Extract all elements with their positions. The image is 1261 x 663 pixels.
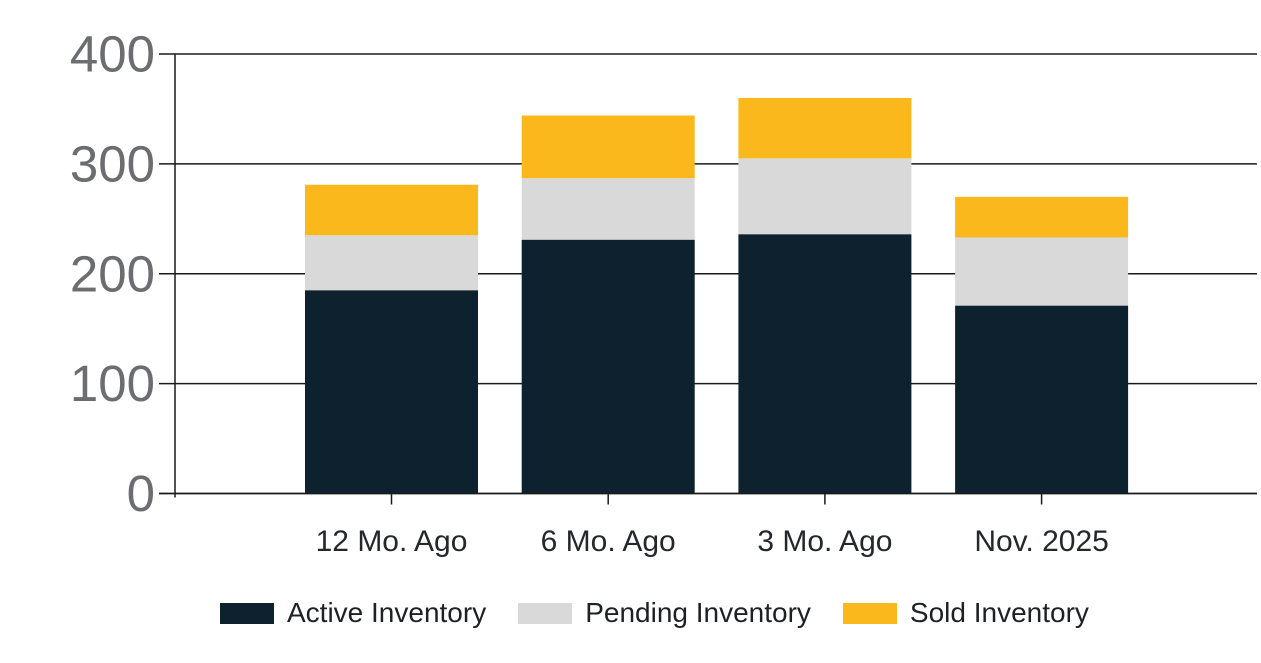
legend-label: Sold Inventory	[909, 597, 1089, 628]
bar-segment-active-inventory-3	[955, 305, 1129, 494]
active-inventory-swatch-icon	[220, 602, 274, 624]
chart-legend: Active Inventory Pending Inventory Sold …	[220, 597, 1089, 629]
bar-segment-pending-inventory-2	[738, 158, 912, 235]
bar-segment-active-inventory-0	[305, 290, 478, 494]
bar-segment-sold-inventory-3	[955, 196, 1129, 238]
legend-item-sold-inventory: Sold Inventory	[842, 597, 1089, 629]
ytick-label-100: 100	[70, 355, 155, 412]
sold-inventory-swatch-icon	[842, 602, 897, 624]
bar-segment-pending-inventory-0	[305, 235, 478, 291]
bar-segment-active-inventory-1	[521, 239, 695, 494]
xtick-label-1: 6 Mo. Ago	[541, 525, 676, 558]
bar-segment-active-inventory-2	[738, 234, 912, 494]
ytick-label-0: 0	[127, 465, 155, 522]
pending-inventory-swatch-icon	[518, 602, 573, 624]
xtick-label-0: 12 Mo. Ago	[316, 525, 468, 558]
xtick-label-2: 3 Mo. Ago	[757, 525, 892, 558]
bar-segment-sold-inventory-0	[305, 184, 478, 236]
legend-item-active-inventory: Active Inventory	[220, 597, 487, 629]
ytick-label-300: 300	[70, 135, 155, 192]
legend-label: Pending Inventory	[585, 597, 811, 628]
bar-segment-pending-inventory-3	[955, 237, 1129, 306]
bar-segment-sold-inventory-2	[738, 97, 912, 159]
bar-segment-pending-inventory-1	[521, 178, 695, 240]
xtick-label-3: Nov. 2025	[974, 525, 1109, 558]
bar-segment-sold-inventory-1	[521, 115, 695, 179]
ytick-label-400: 400	[70, 26, 155, 83]
legend-item-pending-inventory: Pending Inventory	[518, 597, 811, 629]
legend-label: Active Inventory	[287, 597, 487, 628]
ytick-label-200: 200	[70, 245, 155, 302]
